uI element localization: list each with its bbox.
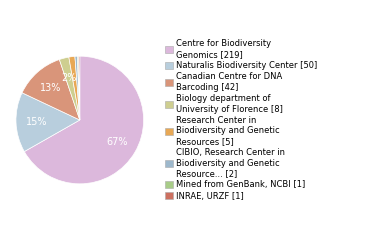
Legend: Centre for Biodiversity
Genomics [219], Naturalis Biodiversity Center [50], Cana: Centre for Biodiversity Genomics [219], … [165, 39, 318, 201]
Wedge shape [75, 56, 80, 120]
Wedge shape [16, 93, 80, 152]
Text: 13%: 13% [40, 83, 62, 93]
Text: 67%: 67% [106, 137, 128, 147]
Wedge shape [24, 56, 144, 184]
Wedge shape [78, 56, 80, 120]
Text: 2%: 2% [62, 73, 77, 83]
Wedge shape [22, 60, 80, 120]
Wedge shape [59, 57, 80, 120]
Wedge shape [69, 56, 80, 120]
Text: 15%: 15% [26, 117, 47, 127]
Wedge shape [79, 56, 80, 120]
